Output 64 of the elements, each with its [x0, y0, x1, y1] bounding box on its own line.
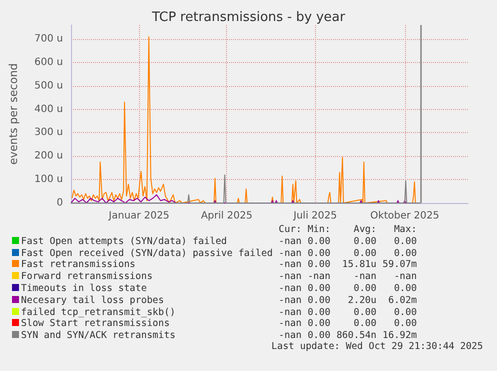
text: -nan	[278, 236, 302, 248]
y-tick-label: 600 u	[34, 56, 63, 68]
text: 0.00	[306, 282, 330, 295]
text: Max:	[392, 224, 417, 236]
text: 0.00	[352, 282, 376, 295]
text: 6.02m	[387, 294, 417, 307]
text: 0.00	[392, 282, 417, 295]
text: 0.00	[392, 306, 417, 318]
text: Cur:	[278, 224, 302, 236]
text: 0.00	[352, 306, 376, 318]
text: 0.00	[352, 248, 376, 260]
text: Avg:	[352, 224, 376, 236]
text: 0.00	[392, 248, 417, 260]
legend-label: Slow Start retransmissions	[20, 318, 171, 330]
text: Last update: Wed Oct 29 21:30:44 2025	[271, 341, 483, 352]
legend-label: Fast Open attempts (SYN/data) failed	[20, 236, 228, 248]
y-tick-label: 400 u	[34, 104, 63, 115]
text: 0.00	[306, 294, 330, 307]
y-tick-label: 500 u	[34, 80, 63, 92]
text: 0.00	[306, 318, 330, 330]
legend-label: Fast retransmissions	[20, 259, 136, 272]
legend-label: failed tcp_retransmit_skb()	[20, 306, 176, 318]
text: -nan	[306, 271, 330, 283]
y-tick-label: 200 u	[34, 150, 63, 162]
legend-label: Necesary tail loss probes	[20, 294, 165, 307]
text: Min:	[306, 224, 330, 236]
x-tick-label: April 2025	[200, 210, 252, 222]
legend-label: SYN and SYN/ACK retransmits	[20, 330, 176, 342]
text: 15.81u	[341, 259, 376, 272]
text: -nan	[278, 248, 302, 260]
legend-label: Fast Open received (SYN/data) passive failed	[20, 248, 273, 260]
text: 2.20u	[346, 294, 376, 307]
text: 0.00	[306, 236, 330, 248]
text: 0.00	[306, 259, 330, 272]
legend-label: Forward retransmissions	[20, 271, 154, 283]
x-tick-label: Oktober 2025	[370, 210, 440, 222]
text: 0.00	[352, 236, 376, 248]
text: 16.92m	[382, 330, 417, 342]
text: -nan	[352, 271, 376, 283]
chart-title: TCP retransmissions - by year	[150, 10, 346, 25]
legend-label: Timeouts in loss state	[20, 282, 148, 295]
y-tick-label: 0	[56, 198, 63, 208]
text: 0.00	[352, 318, 376, 330]
x-tick-label: Juli 2025	[292, 210, 337, 222]
text: 0.00	[306, 306, 330, 318]
x-tick-label: Januar 2025	[108, 210, 170, 222]
y-tick-label: 300 u	[34, 127, 63, 138]
text: -nan	[278, 294, 302, 307]
text: 0.00	[392, 236, 417, 248]
text: 59.07m	[382, 259, 417, 272]
text: -nan	[278, 318, 302, 330]
y-axis-title: events per second	[7, 63, 20, 165]
text: -nan	[278, 306, 302, 318]
y-tick-label: 100 u	[34, 174, 63, 186]
text: 0.00	[306, 330, 330, 342]
text: -nan	[278, 282, 302, 295]
text: -nan	[278, 259, 302, 272]
text: 0.00	[306, 248, 330, 260]
text: 860.54n	[335, 330, 376, 342]
text: -nan	[392, 271, 417, 283]
text: -nan	[278, 271, 302, 283]
text: -nan	[278, 330, 302, 342]
y-tick-label: 700 u	[34, 34, 63, 45]
text: 0.00	[392, 318, 417, 330]
